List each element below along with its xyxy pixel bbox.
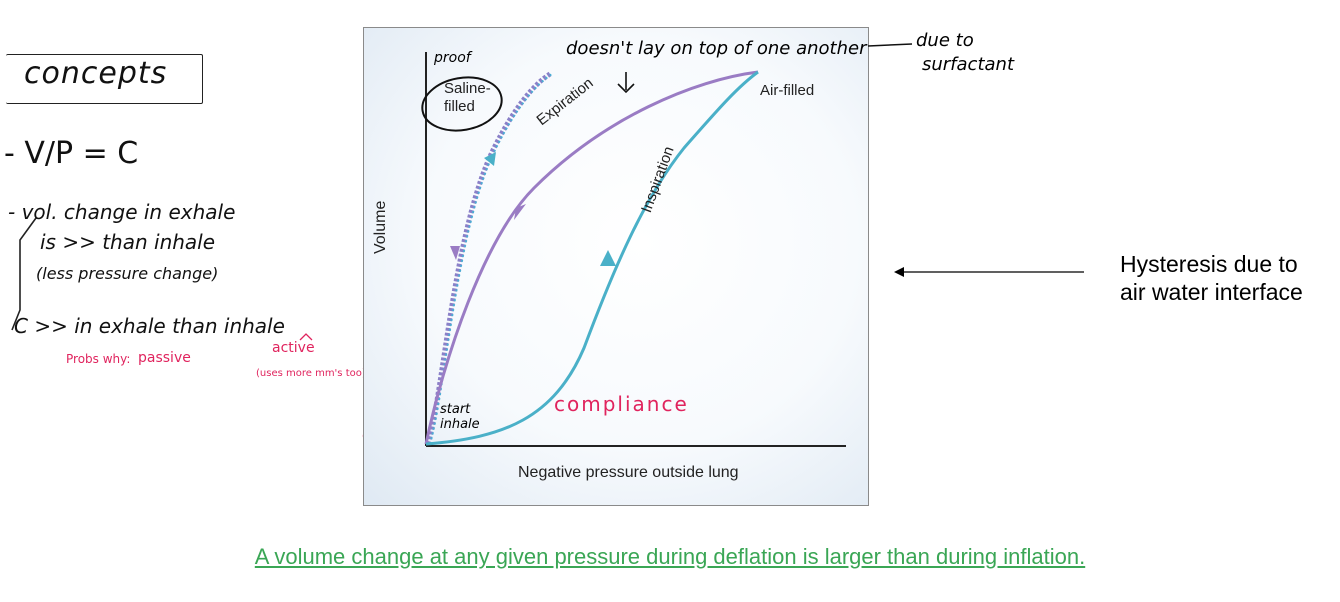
notes-passive: passive: [138, 350, 191, 366]
notes-line-pressure: (less pressure change): [36, 264, 219, 283]
not-on-top-note: doesn't lay on top of one another: [566, 38, 867, 59]
notes-why: Probs why:: [66, 352, 131, 366]
notes-active: active: [272, 340, 315, 356]
inspiration-arrow: [600, 250, 616, 266]
compliance-label: compliance: [554, 392, 689, 416]
notes-brackets: [11, 217, 313, 341]
proof-label: proof: [434, 50, 471, 66]
x-axis-label: Negative pressure outside lung: [518, 464, 739, 481]
note-connector-line: [867, 43, 913, 47]
due-to-note: due to: [916, 30, 974, 51]
inspiration-curve: [425, 70, 759, 446]
y-axis-label: Volume: [372, 200, 389, 254]
surfactant-note: surfactant: [922, 54, 1015, 75]
notes-line-greater: is >> than inhale: [40, 230, 216, 254]
hysteresis-note-line2: air water interface: [1120, 279, 1303, 305]
hysteresis-note: Hysteresis due to air water interface: [1120, 250, 1303, 306]
hysteresis-figure: Saline- filled Air-filled Expiration Ins…: [363, 27, 869, 506]
hysteresis-note-line1: Hysteresis due to: [1120, 251, 1298, 277]
notes-line-compliance: C >> in exhale than inhale: [14, 314, 285, 338]
concepts-box: [6, 54, 203, 104]
expiration-curve: [424, 70, 759, 445]
expiration-arrow: [514, 204, 526, 220]
annotation-down-arrow: [617, 72, 635, 94]
proof-circle: [421, 76, 503, 132]
start-inhale-label: start inhale: [440, 402, 480, 432]
saline-filled-label: Saline- filled: [444, 80, 491, 115]
hysteresis-pointer-arrow: [894, 267, 1084, 277]
saline-down-arrow: [450, 246, 460, 260]
air-filled-label: Air-filled: [760, 82, 815, 99]
pressure-volume-curves: [421, 52, 846, 447]
notes-heading: concepts: [24, 56, 168, 91]
saline-up-arrow: [484, 152, 496, 166]
saline-curve-accent: [429, 73, 553, 445]
notes-line-formula: - V/P = C: [4, 136, 139, 171]
notes-active-note: (uses more mm's too): [256, 368, 366, 379]
notes-line-vol-change: - vol. change in exhale: [8, 200, 236, 224]
deflation-caption: A volume change at any given pressure du…: [254, 544, 1086, 569]
handwritten-notes: concepts - V/P = C - vol. change in exha…: [0, 40, 366, 460]
